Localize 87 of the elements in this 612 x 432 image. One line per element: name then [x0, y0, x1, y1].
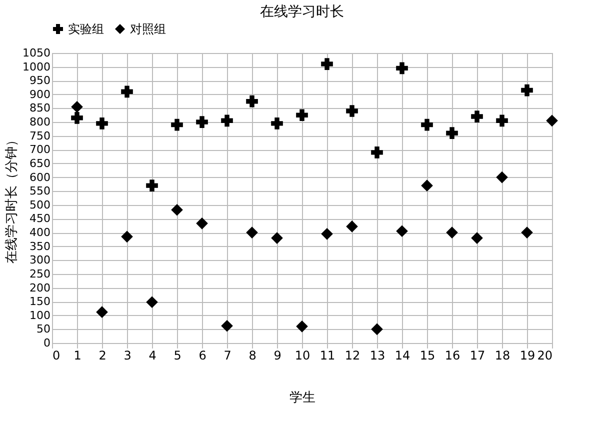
point: [346, 105, 358, 117]
y-tick-label: 450: [30, 212, 50, 226]
point: [321, 58, 333, 70]
y-tick-label: 850: [30, 102, 50, 115]
point: [296, 320, 308, 332]
x-tick-label: 2: [98, 348, 106, 362]
x-tick-label: 4: [148, 348, 156, 362]
point: [221, 320, 233, 332]
point: [396, 225, 408, 238]
x-tick-label: 20: [537, 348, 552, 362]
chart-title: 在线学习时长: [260, 4, 344, 20]
x-tick-label: 1: [74, 348, 82, 362]
y-tick-label: 550: [30, 184, 50, 198]
x-tick-label: 0: [52, 348, 60, 362]
x-tick-label: 15: [420, 348, 436, 362]
x-tick-label: 12: [344, 348, 360, 362]
point: [546, 114, 558, 127]
x-tick-label: 13: [370, 348, 386, 362]
x-tick-label: 11: [320, 348, 336, 362]
point: [421, 118, 433, 131]
point: [221, 114, 233, 127]
x-tick-label: 19: [520, 348, 536, 362]
point: [121, 86, 133, 98]
y-tick-label: 750: [30, 129, 50, 142]
point: [171, 118, 183, 131]
point: [146, 296, 158, 308]
point: [521, 84, 533, 96]
y-tick-label: 250: [30, 267, 50, 280]
y-tick-label: 950: [30, 74, 50, 88]
point: [446, 127, 458, 140]
y-tick-label: 150: [30, 295, 50, 308]
x-tick-label: 10: [294, 348, 310, 362]
point: [496, 114, 508, 127]
x-tick-label: 6: [198, 348, 206, 362]
x-tick-label: 17: [470, 348, 486, 362]
point: [471, 232, 483, 244]
point: [196, 116, 208, 128]
point: [171, 204, 183, 216]
point: [521, 226, 533, 238]
point: [471, 110, 483, 122]
point: [146, 180, 158, 192]
y-tick-label: 1050: [22, 46, 50, 60]
y-tick-label: 600: [30, 170, 50, 184]
y-tick-label: 500: [30, 198, 50, 212]
point: [246, 95, 258, 108]
y-axis-title: 在线学习时长（分钟）: [4, 134, 20, 264]
point: [446, 226, 458, 238]
y-tick-label: 50: [36, 322, 50, 336]
y-tick-label: 400: [30, 226, 50, 240]
point: [296, 109, 308, 122]
point: [271, 232, 283, 244]
point: [196, 217, 208, 230]
point: [271, 118, 283, 130]
y-tick-label: 0: [44, 336, 50, 350]
y-tick-label: 650: [30, 156, 50, 170]
x-tick-label: 9: [274, 348, 282, 362]
x-tick-label: 16: [444, 348, 460, 362]
point: [71, 100, 83, 113]
point: [246, 226, 258, 238]
x-tick-label: 3: [124, 348, 132, 362]
y-tick-label: 300: [30, 254, 50, 267]
x-axis-title: 学生: [290, 390, 316, 406]
x-tick-label: 5: [174, 348, 182, 362]
point: [71, 112, 83, 124]
x-tick-label: 18: [494, 348, 510, 362]
point: [421, 180, 433, 192]
x-tick-label: 14: [394, 348, 410, 362]
y-tick-label: 100: [30, 308, 50, 322]
point: [371, 323, 383, 336]
legend-label: 对照组: [130, 22, 166, 36]
legend-label: 实验组: [68, 22, 104, 36]
y-tick-label: 900: [30, 88, 50, 101]
point: [496, 171, 508, 184]
y-tick-label: 800: [30, 116, 50, 129]
point: [346, 220, 358, 232]
point: [396, 62, 408, 74]
y-tick-label: 200: [30, 281, 50, 294]
x-tick-label: 7: [224, 348, 232, 362]
point: [321, 228, 333, 240]
y-tick-label: 700: [30, 143, 50, 156]
y-tick-label: 1000: [22, 60, 50, 74]
y-tick-label: 350: [30, 240, 50, 253]
point: [96, 306, 108, 318]
point: [121, 230, 133, 243]
x-tick-label: 8: [248, 348, 256, 362]
point: [371, 146, 383, 158]
point: [96, 118, 108, 130]
